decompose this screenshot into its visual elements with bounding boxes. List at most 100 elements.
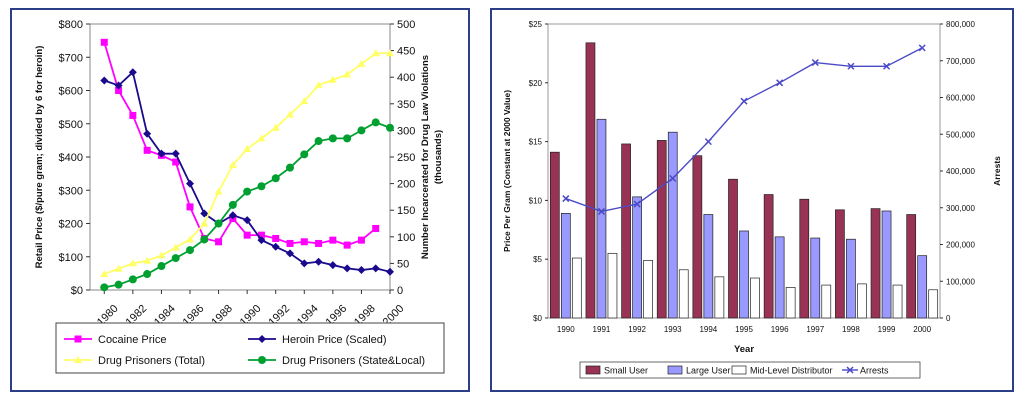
data-point <box>271 123 280 131</box>
data-point <box>172 158 180 166</box>
chart-panel-right: $0 $5 $10 $15 $20 $25 0 100,000 200,000 300,000 40… <box>490 8 1014 392</box>
left-tick-label: $5 <box>533 255 542 264</box>
data-point <box>143 146 151 154</box>
data-point <box>171 254 180 263</box>
data-point <box>776 79 784 87</box>
data-point <box>129 111 137 119</box>
data-point <box>328 75 337 83</box>
legend-swatch-marker <box>846 366 854 374</box>
data-point <box>357 236 365 244</box>
data-point <box>100 270 109 278</box>
data-point <box>143 256 152 264</box>
data-point <box>740 97 748 105</box>
right-tick-label: 0 <box>946 314 951 323</box>
data-point <box>286 239 294 247</box>
x-axis-title: Year <box>734 344 754 355</box>
right-tick-label: 300,000 <box>946 204 975 213</box>
data-point <box>372 224 380 232</box>
data-point <box>243 187 252 196</box>
bar-small-user <box>621 143 631 319</box>
data-point <box>371 264 380 273</box>
left-tick-label: $300 <box>59 185 83 197</box>
data-point <box>811 59 819 67</box>
data-point <box>228 160 237 168</box>
right-axis-title: Arrests <box>992 156 1002 186</box>
right-tick-label: 100,000 <box>946 277 975 286</box>
bar-small-user <box>656 140 667 319</box>
x-tick-label: 1993 <box>664 325 682 334</box>
price-incarceration-chart: $0 $100 $200 $300 $400 $500 $600 $700 $800 0 50 100… <box>34 19 445 374</box>
legend: Cocaine Price Heroin Price (Scaled) Drug P… <box>55 322 445 374</box>
right-tick-label: 200 <box>397 179 415 191</box>
data-point <box>200 235 209 244</box>
series-line <box>103 52 390 275</box>
left-tick-label: $10 <box>529 196 543 205</box>
legend-box <box>55 322 445 374</box>
right-tick-label: 500 <box>397 19 415 31</box>
legend-swatch-marker <box>74 356 82 363</box>
legend-item: Mid-Level Distributor <box>731 365 833 376</box>
right-tick-label: 300 <box>397 125 415 137</box>
right-tick-label: 400 <box>397 72 415 84</box>
right-tick-label: 50 <box>397 258 409 270</box>
right-tick-label: 150 <box>397 205 415 217</box>
legend-swatch-marker <box>74 335 82 343</box>
bar-large-user <box>560 212 571 319</box>
legend-swatch <box>731 365 747 375</box>
data-point <box>271 174 280 183</box>
legend: Small User Large User Mid-Level Distributo… <box>579 361 921 379</box>
right-tick-label: 400,000 <box>946 167 975 176</box>
left-tick-label: $700 <box>59 52 83 64</box>
bar-large-user <box>810 237 821 319</box>
right-tick-label: 0 <box>397 285 403 297</box>
legend-label: Cocaine Price <box>98 334 166 346</box>
series-line <box>565 47 923 213</box>
left-tick-label: $0 <box>533 314 542 323</box>
data-point <box>214 187 223 195</box>
data-point <box>257 236 266 245</box>
legend-label: Heroin Price (Scaled) <box>282 334 387 346</box>
data-point <box>114 81 123 90</box>
bar-mid-level-distributor <box>607 252 618 319</box>
data-point <box>883 62 891 70</box>
right-axis-title: Number Incarcerated for Drug Law Violati… <box>420 55 431 259</box>
data-point <box>186 179 194 188</box>
data-point <box>128 68 137 77</box>
bar-mid-level-distributor <box>643 260 653 319</box>
bar-mid-level-distributor <box>750 277 760 319</box>
data-point <box>314 81 323 89</box>
bar-mid-level-distributor <box>892 284 903 319</box>
legend-label: Large User <box>686 366 731 376</box>
data-point <box>143 129 152 138</box>
data-point <box>257 134 266 142</box>
data-point <box>357 126 366 135</box>
data-point <box>100 38 108 46</box>
data-point <box>300 238 308 246</box>
x-marker-stroke <box>918 44 926 52</box>
data-point <box>328 134 337 143</box>
x-tick-label: 1995 <box>735 325 753 334</box>
data-point <box>200 209 209 218</box>
data-point <box>115 87 123 94</box>
x-tick-label: 1999 <box>878 325 896 334</box>
bar-mid-level-distributor <box>571 257 582 319</box>
data-point <box>100 283 109 292</box>
bar-mid-level-distributor <box>714 276 725 319</box>
legend-swatch <box>585 365 601 375</box>
right-axis-title-unit: (thousands) <box>433 130 444 184</box>
left-tick-label: $400 <box>59 152 83 164</box>
data-point <box>314 257 323 266</box>
data-point <box>228 200 237 209</box>
bar-small-user <box>585 42 596 319</box>
data-point <box>328 261 337 270</box>
legend-item: Small User <box>585 365 648 376</box>
data-point <box>186 246 194 255</box>
data-point <box>114 280 123 289</box>
data-point <box>847 62 855 70</box>
data-point <box>386 123 394 132</box>
data-point <box>357 266 366 275</box>
x-marker-stroke <box>704 138 712 146</box>
legend-swatch-marker <box>258 335 266 343</box>
data-point <box>386 49 394 57</box>
data-point <box>228 211 237 220</box>
